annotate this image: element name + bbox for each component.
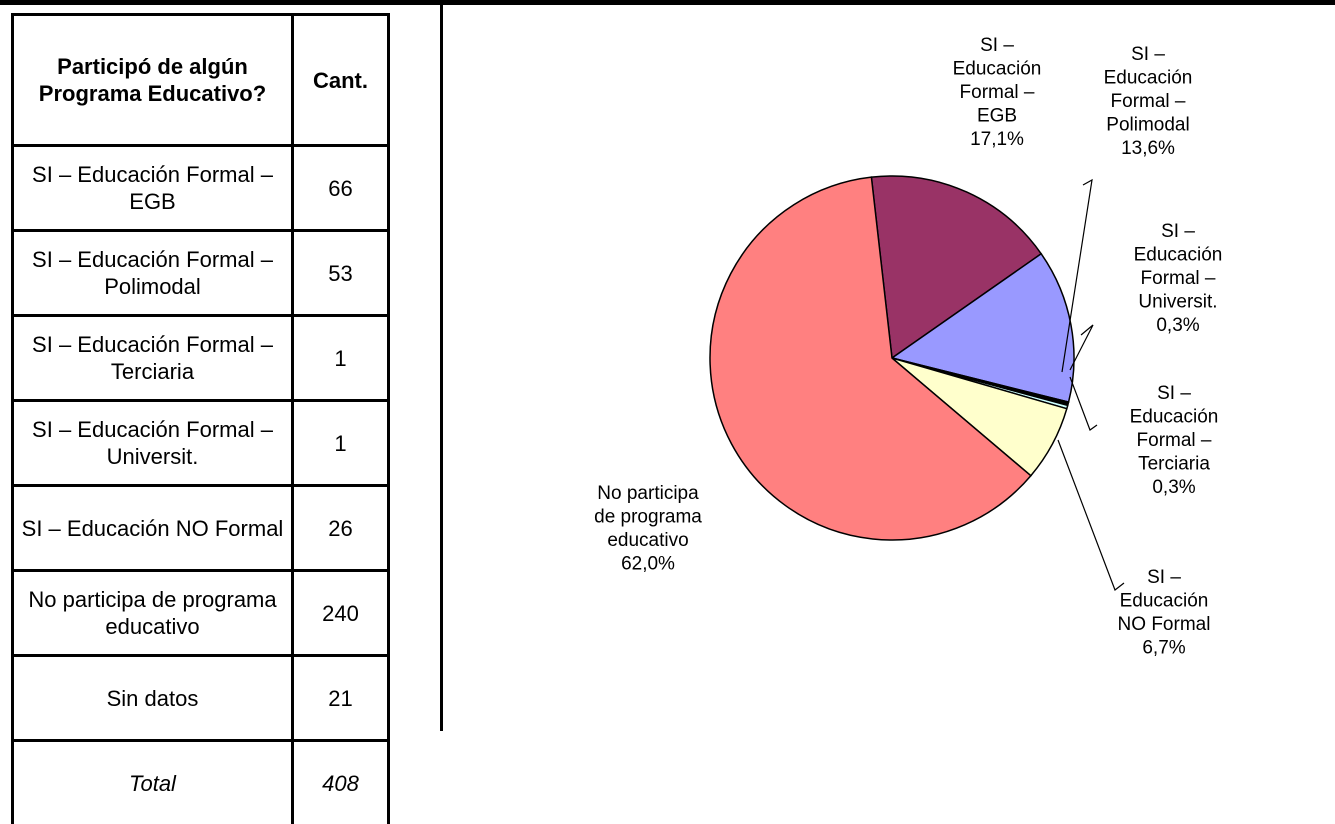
leader-line [1062,180,1092,372]
total-qty: 408 [293,741,389,824]
leader-line [1058,440,1124,590]
total-label: Total [13,741,293,824]
table-total-row: Total 408 [13,741,389,824]
leader-line [1070,377,1097,430]
